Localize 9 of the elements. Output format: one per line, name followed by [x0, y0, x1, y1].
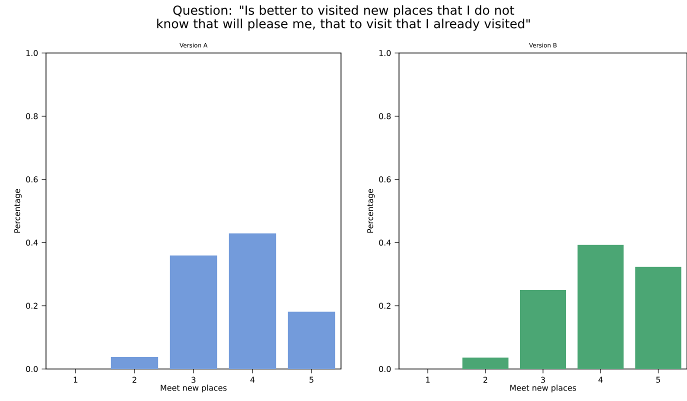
- text: Question: "Is better to visited new places that I do not know that will please me, that to visit that I already visited": [157, 5, 530, 31]
- bar: [520, 290, 566, 369]
- bar: [578, 244, 624, 369]
- bar: [635, 266, 682, 369]
- bar: [110, 356, 158, 369]
- bar: [288, 312, 336, 369]
- bar: [228, 233, 276, 369]
- bar: [462, 358, 508, 369]
- bar: [170, 256, 218, 369]
